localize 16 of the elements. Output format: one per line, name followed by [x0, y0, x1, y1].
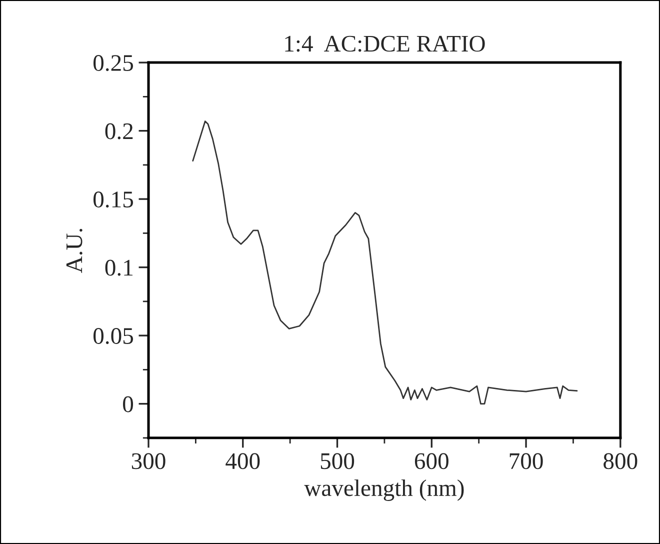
- y-tick-label: 0.2: [105, 123, 133, 140]
- x-tick-label: 700: [510, 453, 543, 470]
- y-axis-title: A.U.: [66, 228, 82, 273]
- y-tick-label: 0.25: [93, 55, 133, 72]
- x-tick-label: 400: [226, 453, 260, 470]
- x-tick-label: 300: [132, 453, 166, 470]
- y-tick-label: 0: [123, 396, 134, 412]
- x-axis-title: wavelength (nm): [304, 479, 464, 501]
- chart-title: 1:4 AC:DCE RATIO: [285, 36, 485, 52]
- y-tick-label: 0.1: [105, 260, 132, 276]
- x-tick-label: 600: [414, 453, 448, 470]
- x-tick-label: 500: [320, 453, 354, 470]
- line-series: [192, 120, 578, 404]
- y-tick-label: 0.05: [93, 328, 133, 344]
- x-tick-label: 800: [604, 453, 638, 470]
- y-tick-label: 0.15: [93, 192, 133, 208]
